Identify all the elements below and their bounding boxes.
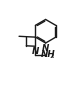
Text: NH: NH [41,50,56,59]
Text: 2: 2 [49,53,54,59]
Text: N: N [32,47,39,56]
Text: N: N [42,44,49,53]
